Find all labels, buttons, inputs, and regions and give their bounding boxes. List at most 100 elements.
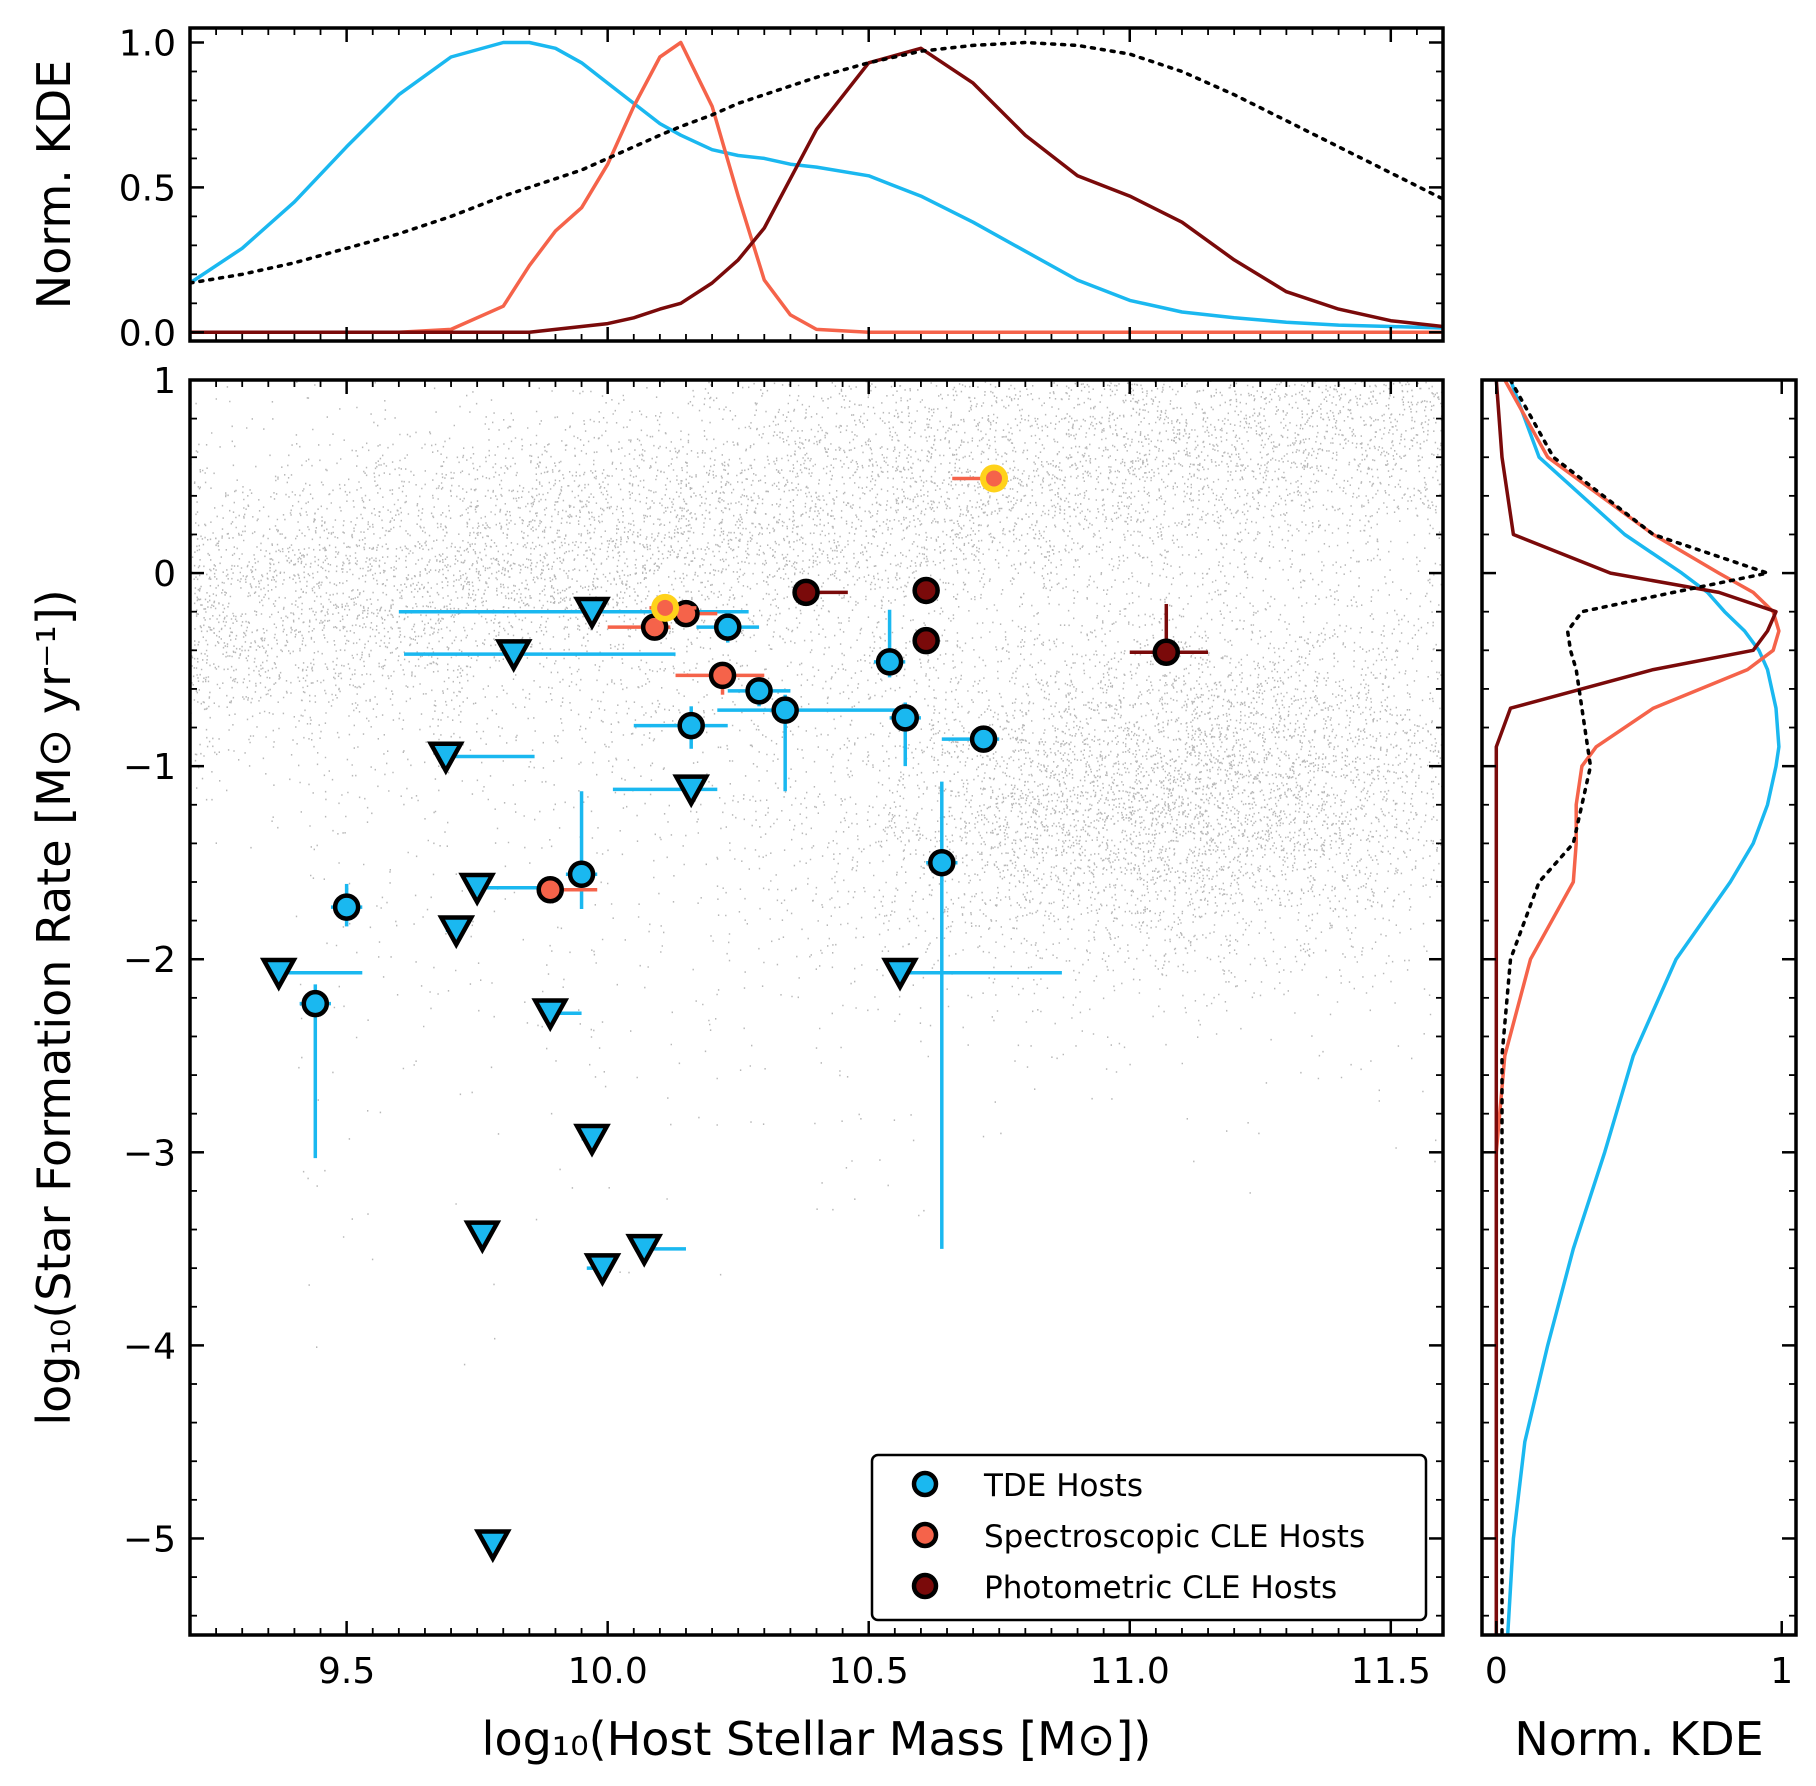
background-points <box>190 380 1443 1366</box>
legend-label: TDE Hosts <box>983 1468 1143 1504</box>
marker-triangle-down <box>458 872 496 907</box>
marker-circle <box>792 578 820 607</box>
marker-circle <box>745 677 773 705</box>
marker-circle <box>567 860 596 889</box>
top-kde-curves <box>190 40 1443 335</box>
data-point <box>573 1123 611 1158</box>
top-kde-axes: 0.0 0.5 1.0 Norm. KDE <box>27 23 1445 354</box>
data-point <box>259 957 363 992</box>
y-axis-label: log₁₀(Star Formation Rate [M⊙ yr⁻¹]) <box>27 589 81 1425</box>
y-tick-label: 0 <box>153 554 176 595</box>
marker-triangle-down <box>573 596 611 631</box>
top-kde-line <box>190 40 1443 330</box>
data-point <box>941 725 1000 753</box>
background-galaxy-cloud <box>190 380 1443 1366</box>
data-point <box>633 706 728 749</box>
marker-triangle-down <box>426 741 465 776</box>
marker-circle <box>332 893 361 921</box>
data-point <box>649 593 697 622</box>
legend-marker <box>911 1470 939 1498</box>
marker-triangle-down <box>573 1123 611 1158</box>
y-tick-label: −1 <box>123 747 176 788</box>
data-point <box>404 639 676 674</box>
y-tick-label: −2 <box>123 940 176 981</box>
data-point <box>583 1253 622 1288</box>
data-point <box>531 998 582 1033</box>
data-point <box>792 578 848 607</box>
legend-label: Spectroscopic CLE Hosts <box>984 1519 1365 1555</box>
marker-circle <box>891 704 920 732</box>
legend-box <box>870 1453 1428 1622</box>
top-y-tick-label: 0.0 <box>119 313 176 354</box>
marker-circle <box>713 613 742 641</box>
data-point <box>426 741 535 776</box>
right-x-tick-label: 1 <box>1770 1651 1793 1692</box>
top-y-tick-label: 0.5 <box>119 168 176 209</box>
marker-circle <box>708 661 737 690</box>
data-point <box>912 576 940 605</box>
y-tick-label: 1 <box>153 361 176 402</box>
marker-triangle-down <box>494 639 533 674</box>
marker-circle <box>969 725 998 753</box>
marker-triangle-down <box>625 1233 664 1268</box>
top-kde-line <box>190 40 1443 335</box>
data-point <box>612 774 718 809</box>
data-point <box>873 609 906 678</box>
data-point <box>889 702 921 767</box>
marker-circle <box>677 711 705 740</box>
marker-circle <box>301 989 330 1018</box>
marker-circle <box>657 599 674 616</box>
data-point <box>299 984 331 1159</box>
data-point <box>912 626 940 655</box>
data-point <box>473 1529 512 1564</box>
y-tick-label: −5 <box>123 1519 176 1560</box>
marker-triangle-down <box>259 957 298 992</box>
x-tick-label: 11.5 <box>1351 1651 1431 1692</box>
marker-triangle-down <box>881 957 919 992</box>
marker-circle <box>986 470 1003 487</box>
marker-triangle-down <box>437 915 476 950</box>
marker-circle <box>912 626 940 655</box>
right-kde-line <box>1494 380 1778 1635</box>
y-tick-label: −4 <box>123 1326 176 1367</box>
right-x-tick-label: 0 <box>1485 1651 1508 1692</box>
marker-circle <box>1152 638 1181 666</box>
marker-circle <box>912 576 940 605</box>
marker-triangle-down <box>473 1529 512 1564</box>
marker-circle <box>928 848 956 877</box>
data-point <box>926 781 958 1249</box>
marker-triangle-down <box>531 998 570 1033</box>
marker-triangle-down <box>672 774 711 809</box>
data-point <box>727 675 791 707</box>
data-point <box>463 1220 502 1255</box>
data-point <box>330 883 363 927</box>
marker-triangle-down <box>583 1253 622 1288</box>
top-y-tick-label: 1.0 <box>119 23 176 64</box>
y-tick-label: −3 <box>123 1133 176 1174</box>
main-frame <box>188 378 1445 1637</box>
right-kde-line <box>1500 380 1770 1635</box>
x-tick-label: 9.5 <box>318 1651 375 1692</box>
marker-circle <box>875 648 904 676</box>
x-axis-label: log₁₀(Host Stellar Mass [M⊙]) <box>482 1712 1152 1766</box>
data-point <box>437 915 476 950</box>
right-frame <box>1480 378 1798 1637</box>
data-point <box>952 464 1009 493</box>
data-point <box>696 611 760 643</box>
x-tick-label: 10.5 <box>829 1651 909 1692</box>
top-kde-line <box>190 40 1443 285</box>
top-frame <box>188 26 1445 343</box>
legend-label: Photometric CLE Hosts <box>984 1570 1337 1606</box>
right-kde-curves <box>1494 380 1781 1635</box>
marker-triangle-down <box>463 1220 502 1255</box>
legend-marker <box>911 1572 939 1600</box>
top-y-axis-label: Norm. KDE <box>27 60 81 309</box>
legend-marker <box>911 1521 939 1549</box>
data-point <box>881 957 1062 992</box>
data-point <box>458 872 546 907</box>
data-point <box>717 694 901 792</box>
marker-circle <box>771 696 799 724</box>
top-kde-line <box>190 46 1443 335</box>
